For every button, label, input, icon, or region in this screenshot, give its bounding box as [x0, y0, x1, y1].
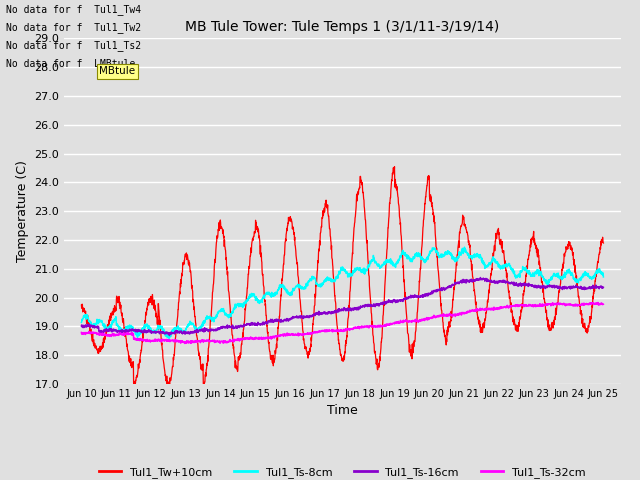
Legend: Tul1_Tw+10cm, Tul1_Ts-8cm, Tul1_Ts-16cm, Tul1_Ts-32cm: Tul1_Tw+10cm, Tul1_Ts-8cm, Tul1_Ts-16cm,… [94, 462, 590, 480]
Text: No data for f  Tul1_Tw4: No data for f Tul1_Tw4 [6, 4, 141, 15]
Title: MB Tule Tower: Tule Temps 1 (3/1/11-3/19/14): MB Tule Tower: Tule Temps 1 (3/1/11-3/19… [185, 21, 500, 35]
X-axis label: Time: Time [327, 405, 358, 418]
Text: No data for f  LMBtule: No data for f LMBtule [6, 59, 136, 69]
Text: No data for f  Tul1_Ts2: No data for f Tul1_Ts2 [6, 40, 141, 51]
Text: No data for f  Tul1_Tw2: No data for f Tul1_Tw2 [6, 22, 141, 33]
Text: MBtule: MBtule [99, 66, 135, 76]
Y-axis label: Temperature (C): Temperature (C) [16, 160, 29, 262]
